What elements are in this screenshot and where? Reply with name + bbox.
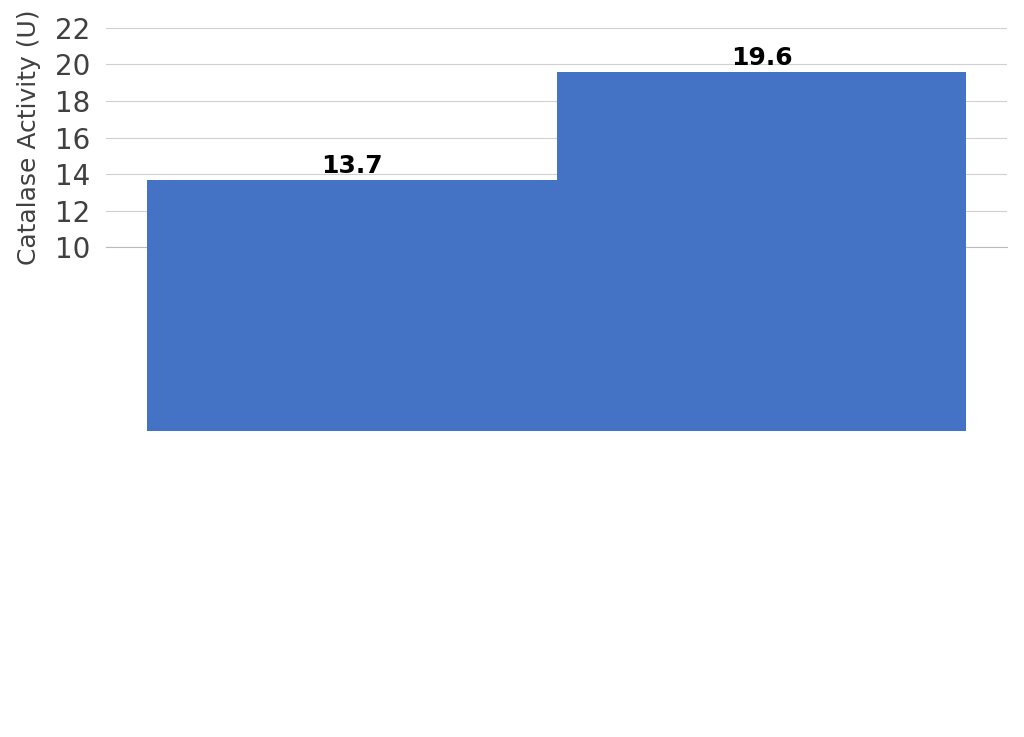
Y-axis label: Catalase Activity (U): Catalase Activity (U) [16,10,41,265]
Bar [557,71,967,430]
Bar [146,180,557,430]
Text: 13.7: 13.7 [321,154,383,178]
Text: 19.6: 19.6 [731,46,793,70]
